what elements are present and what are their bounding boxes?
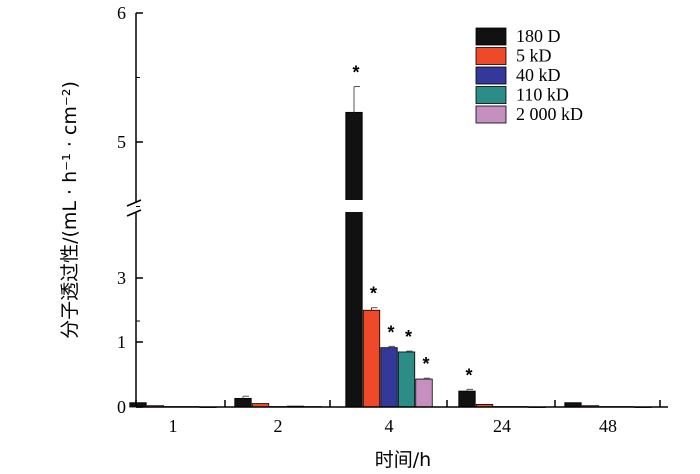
x-tick-label: 48 — [599, 416, 617, 436]
legend-label: 2 000 kD — [516, 104, 583, 124]
legend-swatch — [475, 47, 507, 65]
y-tick-label: 6 — [117, 3, 126, 23]
legend-swatch — [475, 27, 507, 46]
x-tick-label: 4 — [385, 416, 394, 436]
significance-marker: * — [405, 327, 412, 347]
significance-marker: * — [387, 322, 394, 342]
significance-marker: * — [465, 365, 472, 385]
x-tick-label: 1 — [169, 416, 178, 436]
significance-marker: * — [370, 284, 377, 304]
significance-marker: * — [422, 354, 429, 374]
bar — [362, 309, 381, 408]
bars-layer — [129, 86, 652, 408]
y-tick-label: 5 — [117, 132, 126, 152]
bar — [345, 111, 363, 408]
bar — [380, 347, 398, 408]
y-tick-label: 1 — [117, 332, 126, 352]
bar — [415, 378, 433, 408]
axis-break-mark — [126, 199, 142, 207]
x-tick-label: 2 — [274, 416, 283, 436]
axis-break-mark — [126, 209, 142, 217]
y-tick-label: 0 — [117, 397, 126, 417]
y-axis-title: 分子透过性/(mL · h⁻¹ · cm⁻²) — [59, 81, 81, 339]
x-tick-label: 24 — [493, 416, 511, 436]
legend-swatch — [475, 105, 507, 124]
legend-swatch — [475, 86, 507, 104]
axes-layer — [126, 12, 668, 408]
x-axis-title: 时间/h — [375, 449, 431, 471]
bar — [397, 351, 416, 408]
legend-label: 40 kD — [516, 65, 561, 85]
bar — [234, 397, 252, 408]
legend-label: 180 D — [516, 26, 561, 46]
bar-break-gap — [344, 200, 364, 212]
legend-label: 5 kD — [516, 46, 552, 66]
legend-swatch — [475, 66, 507, 85]
y-tick-label: 3 — [117, 268, 126, 288]
legend-label: 110 kD — [516, 85, 569, 105]
bar — [458, 390, 476, 408]
significance-marker: * — [352, 63, 359, 83]
